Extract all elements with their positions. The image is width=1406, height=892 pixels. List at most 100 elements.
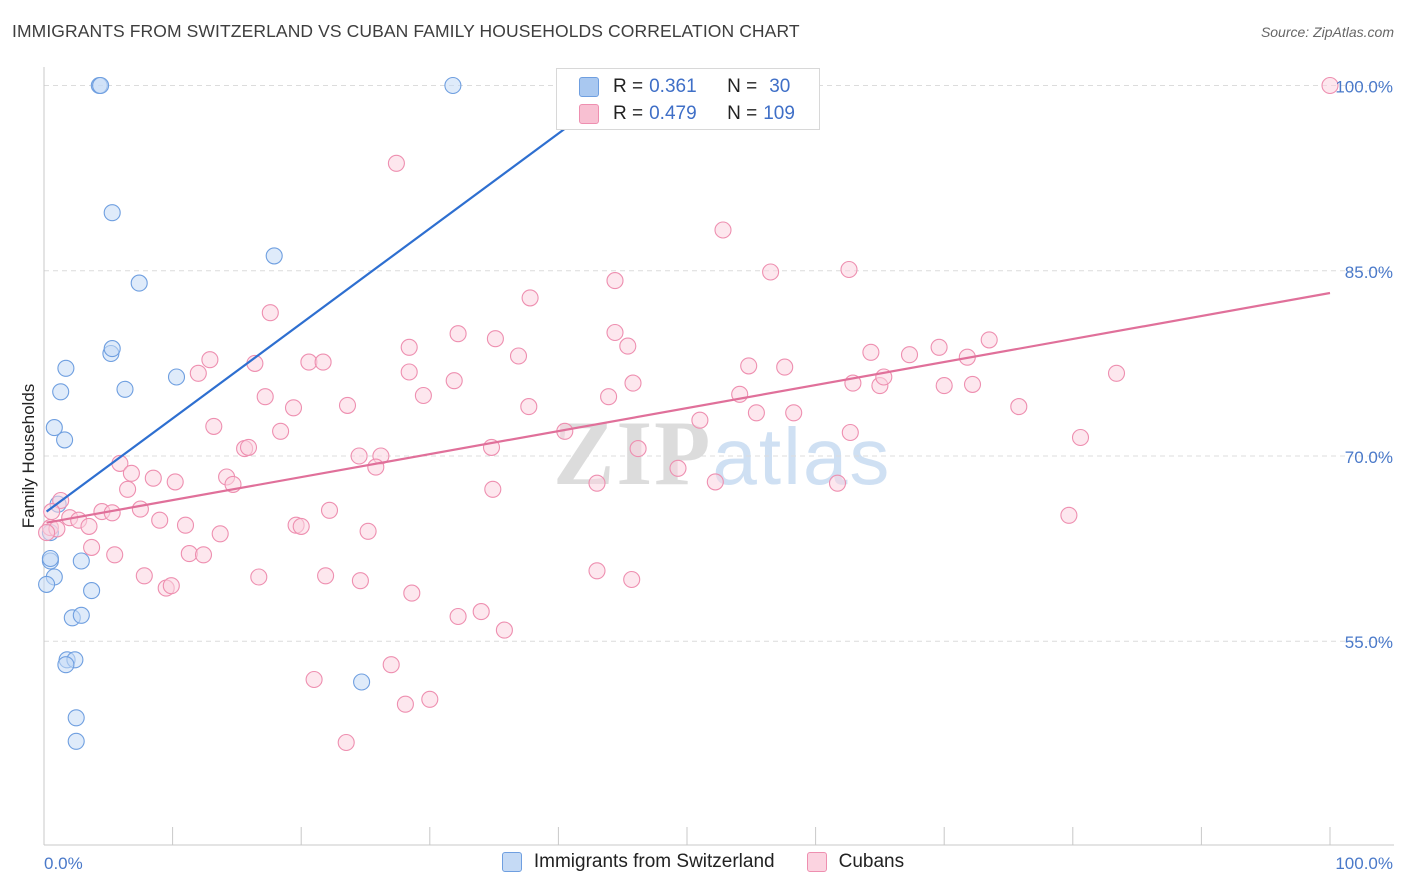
legend-row-switzerland: R = 0.361 N = 30 xyxy=(579,74,790,100)
point-switzerland xyxy=(83,582,101,600)
point-cubans xyxy=(205,417,223,435)
y-tick-label: 85.0% xyxy=(1345,263,1393,282)
point-cubans xyxy=(194,546,213,564)
point-cubans xyxy=(828,474,847,492)
point-cubans xyxy=(367,458,385,476)
point-cubans xyxy=(862,343,880,361)
point-cubans xyxy=(122,464,140,482)
point-cubans xyxy=(80,517,98,535)
point-switzerland xyxy=(167,368,186,386)
point-cubans xyxy=(445,372,463,390)
point-cubans xyxy=(320,501,339,519)
point-cubans xyxy=(292,517,310,535)
point-switzerland xyxy=(57,359,75,377)
point-cubans xyxy=(250,568,268,586)
point-cubans xyxy=(176,516,195,534)
legend-label-switzerland: Immigrants from Switzerland xyxy=(533,851,775,872)
point-cubans xyxy=(900,346,919,364)
point-cubans xyxy=(1010,398,1028,416)
legend-swatch-cubans xyxy=(579,104,599,124)
point-cubans xyxy=(606,323,624,342)
n-value: 109 xyxy=(763,103,795,124)
point-cubans xyxy=(520,398,538,416)
point-cubans xyxy=(351,572,369,590)
point-cubans xyxy=(691,411,709,429)
point-cubans xyxy=(261,304,279,322)
point-cubans xyxy=(1071,428,1090,447)
point-switzerland xyxy=(45,419,63,437)
legend-label-cubans: Cubans xyxy=(838,851,905,872)
point-switzerland xyxy=(57,656,75,674)
legend-item-switzerland[interactable]: Immigrants from Switzerland xyxy=(501,851,775,873)
point-cubans xyxy=(350,447,368,465)
point-cubans xyxy=(669,459,687,477)
series-legend: Immigrants from Switzerland Cubans xyxy=(0,851,1406,873)
n-label: N = xyxy=(727,103,758,124)
point-cubans xyxy=(486,330,504,348)
point-cubans xyxy=(963,375,982,393)
trend-lines xyxy=(45,127,1331,524)
point-cubans xyxy=(600,388,618,406)
r-label: R = xyxy=(613,103,644,124)
point-cubans xyxy=(588,474,606,492)
point-cubans xyxy=(284,399,303,417)
point-cubans xyxy=(624,374,642,392)
point-switzerland xyxy=(67,732,85,750)
point-cubans xyxy=(144,469,162,487)
x-tick-label: 0.0% xyxy=(44,854,83,873)
point-cubans xyxy=(387,154,405,172)
point-cubans xyxy=(338,396,357,414)
point-cubans xyxy=(449,325,467,343)
point-switzerland xyxy=(72,552,90,570)
point-cubans xyxy=(495,621,513,639)
point-switzerland xyxy=(265,247,283,265)
point-cubans xyxy=(509,347,528,365)
point-cubans xyxy=(131,500,149,518)
point-switzerland xyxy=(56,431,74,449)
point-cubans xyxy=(337,733,355,752)
point-cubans xyxy=(714,221,732,239)
chart-title: IMMIGRANTS FROM SWITZERLAND VS CUBAN FAM… xyxy=(12,21,800,41)
point-cubans xyxy=(162,577,180,595)
point-cubans xyxy=(403,584,421,602)
point-switzerland xyxy=(92,76,110,95)
point-cubans xyxy=(314,353,332,371)
point-cubans xyxy=(762,263,780,281)
point-cubans xyxy=(317,567,335,585)
point-cubans xyxy=(521,289,539,307)
correlation-legend: R = 0.361 N = 30 R = 0.479 N = 109 xyxy=(556,68,820,130)
n-label: N = xyxy=(727,76,758,97)
point-switzerland xyxy=(72,606,90,624)
point-cubans xyxy=(414,386,432,405)
point-cubans xyxy=(166,473,184,491)
point-cubans xyxy=(119,480,137,498)
point-cubans xyxy=(930,338,948,356)
point-switzerland xyxy=(353,673,371,691)
point-cubans xyxy=(1060,506,1078,524)
point-cubans xyxy=(305,670,323,689)
point-switzerland xyxy=(130,274,148,292)
point-cubans xyxy=(619,337,637,355)
point-cubans xyxy=(706,473,724,491)
point-switzerland xyxy=(67,709,85,727)
y-tick-label: 55.0% xyxy=(1345,633,1393,652)
point-cubans xyxy=(785,404,803,422)
r-label: R = xyxy=(613,76,644,97)
point-cubans xyxy=(43,503,61,521)
point-cubans xyxy=(382,656,400,674)
point-cubans xyxy=(272,422,290,440)
point-switzerland xyxy=(41,549,59,568)
point-switzerland xyxy=(444,76,462,95)
point-cubans xyxy=(623,570,641,589)
legend-item-cubans[interactable]: Cubans xyxy=(806,851,905,873)
r-value: 0.479 xyxy=(649,103,697,124)
point-switzerland xyxy=(103,340,121,358)
point-cubans xyxy=(840,260,858,279)
point-cubans xyxy=(201,351,219,369)
point-cubans xyxy=(189,364,207,382)
point-cubans xyxy=(400,363,418,381)
trend-line-cubans xyxy=(46,291,1331,524)
point-cubans xyxy=(239,438,258,456)
y-tick-label: 100.0% xyxy=(1335,78,1393,97)
